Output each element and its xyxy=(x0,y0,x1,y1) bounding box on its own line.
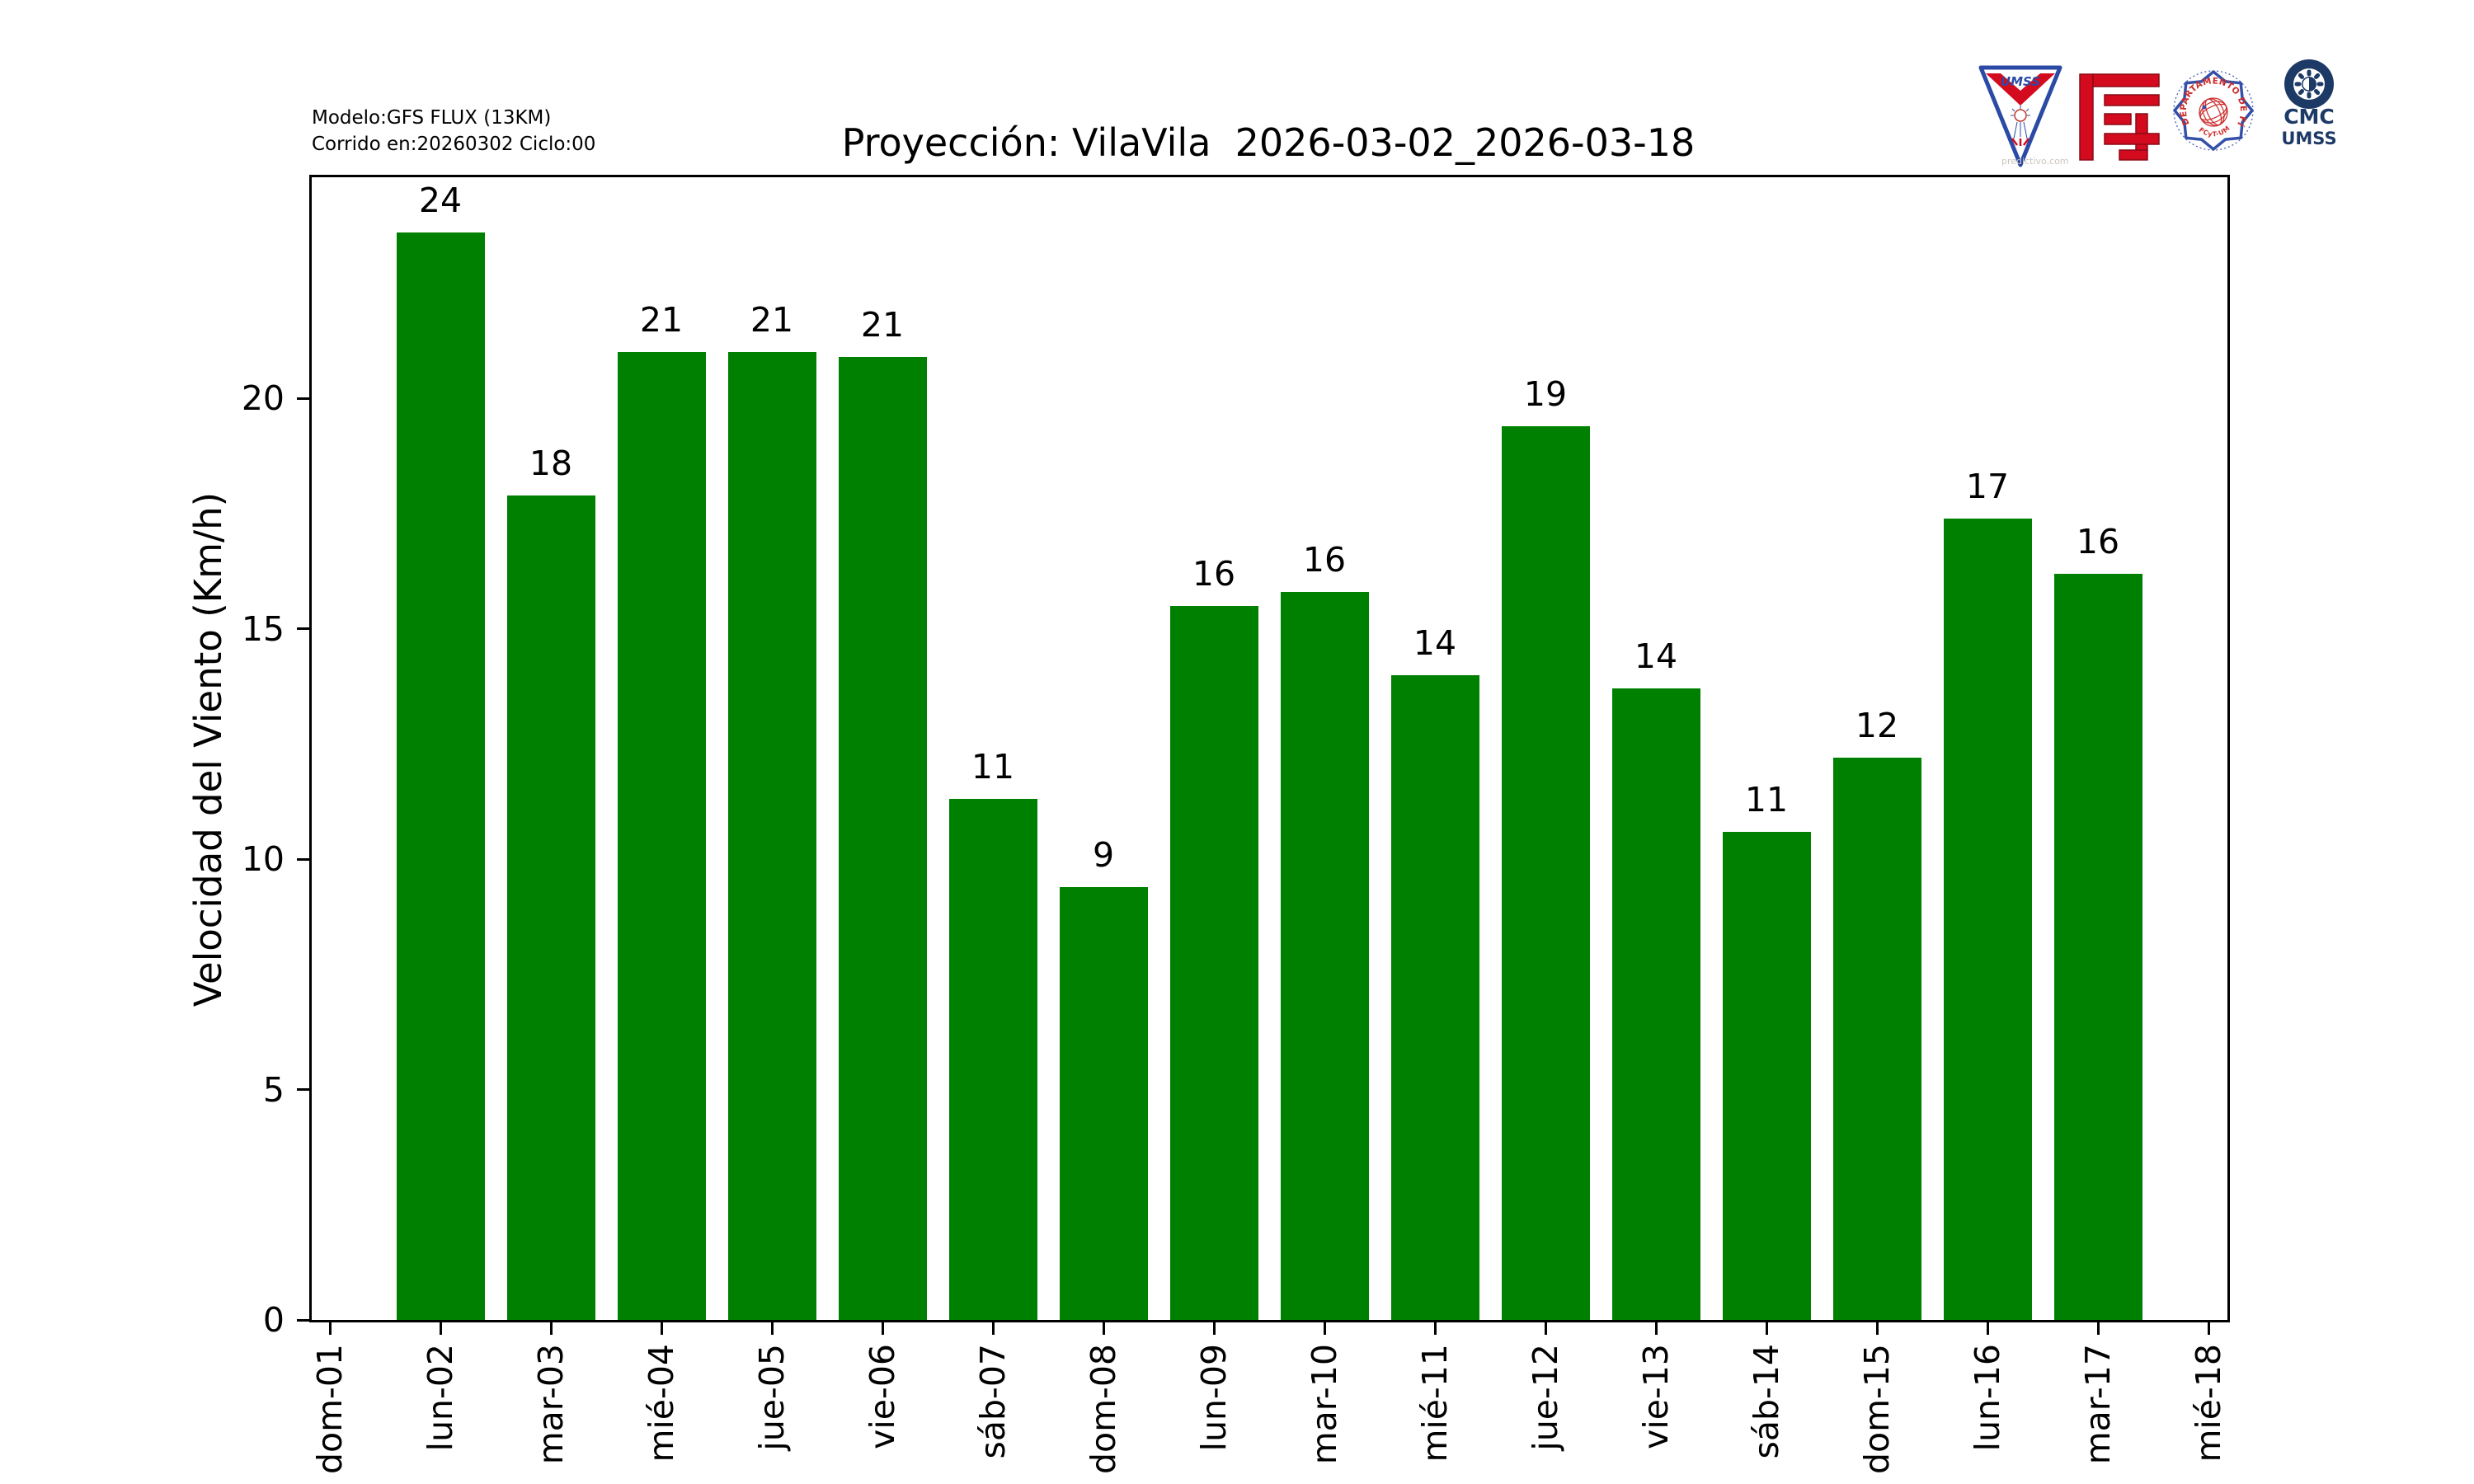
bar-value-label: 14 xyxy=(1413,622,1457,663)
y-tick-mark xyxy=(297,397,309,400)
y-tick-label: 0 xyxy=(262,1300,285,1340)
bar-mié-04 xyxy=(617,352,706,1320)
bar-value-label: 11 xyxy=(971,747,1015,787)
x-tick-label: dom-01 xyxy=(310,1344,350,1475)
bar-value-label: 19 xyxy=(1523,373,1568,414)
y-tick-mark xyxy=(297,1088,309,1092)
x-tick-mark xyxy=(1433,1322,1437,1335)
x-tick-label: jue-05 xyxy=(752,1344,792,1451)
cmc-logo-line2: UMSS xyxy=(2281,129,2336,148)
x-tick-mark xyxy=(991,1322,995,1335)
x-tick-mark xyxy=(2207,1322,2210,1335)
bar-jue-05 xyxy=(727,352,816,1320)
bar-value-label: 9 xyxy=(1092,834,1115,875)
umss-shield-logo: UMSS xyxy=(1978,65,2062,167)
bar-dom-15 xyxy=(1832,758,1921,1320)
y-tick-mark xyxy=(297,857,309,861)
bar-sáb-07 xyxy=(948,799,1037,1320)
bar-vie-13 xyxy=(1611,688,1700,1320)
x-tick-label: lun-09 xyxy=(1194,1344,1234,1452)
bar-mar-17 xyxy=(2053,573,2142,1320)
x-tick-label: mar-03 xyxy=(531,1344,571,1465)
bar-vie-06 xyxy=(838,356,927,1320)
x-tick-mark xyxy=(1654,1322,1658,1335)
x-tick-mark xyxy=(1212,1322,1216,1335)
bar-value-label: 12 xyxy=(1855,706,1899,746)
x-tick-label: mar-17 xyxy=(2078,1344,2118,1465)
bar-mié-11 xyxy=(1390,674,1479,1320)
x-tick-label: jue-12 xyxy=(1526,1344,1565,1451)
x-tick-mark xyxy=(1986,1322,1989,1335)
physics-department-stamp-logo: DEPARTAMENTO DE FÍSICA FCyT-UMSS xyxy=(2169,46,2254,151)
y-tick-mark xyxy=(297,627,309,631)
y-tick-label: 5 xyxy=(262,1069,285,1110)
y-tick-mark xyxy=(297,1318,309,1322)
x-tick-mark xyxy=(2096,1322,2100,1335)
x-tick-mark xyxy=(1875,1322,1879,1335)
x-tick-mark xyxy=(660,1322,663,1335)
cmc-logo: CMC UMSS xyxy=(2281,59,2337,148)
x-tick-label: mié-04 xyxy=(642,1344,681,1463)
x-tick-mark xyxy=(1102,1322,1105,1335)
y-axis-label: Velocidad del Viento (Km/h) xyxy=(186,491,230,1007)
chart-title: Proyección: VilaVila 2026-03-02_2026-03-… xyxy=(841,120,1696,165)
x-tick-label: mié-11 xyxy=(1415,1344,1455,1463)
bar-mar-10 xyxy=(1280,591,1369,1320)
x-tick-mark xyxy=(1544,1322,1547,1335)
cmc-gear-icon xyxy=(2294,69,2324,99)
bar-value-label: 18 xyxy=(529,443,573,483)
x-tick-mark xyxy=(770,1322,774,1335)
x-tick-mark xyxy=(1765,1322,1768,1335)
cmc-logo-line1: CMC xyxy=(2284,105,2335,129)
bar-value-label: 16 xyxy=(2076,521,2120,561)
x-tick-label: dom-08 xyxy=(1084,1344,1123,1475)
bar-value-label: 14 xyxy=(1634,636,1678,677)
plot-area xyxy=(309,175,2230,1322)
bar-value-label: 11 xyxy=(1744,779,1789,819)
bar-lun-16 xyxy=(1943,518,2032,1320)
x-tick-mark xyxy=(549,1322,553,1335)
x-tick-label: mié-18 xyxy=(2189,1344,2228,1463)
bar-lun-09 xyxy=(1169,605,1258,1320)
bar-sáb-14 xyxy=(1722,831,1811,1320)
bar-value-label: 24 xyxy=(418,181,463,221)
bar-value-label: 17 xyxy=(1965,466,2010,506)
x-tick-mark xyxy=(881,1322,884,1335)
watermark-text: predictivo.com xyxy=(2001,156,2069,167)
bar-mar-03 xyxy=(506,495,595,1320)
x-tick-label: sáb-07 xyxy=(973,1344,1013,1459)
bar-value-label: 16 xyxy=(1302,539,1347,580)
x-tick-label: lun-16 xyxy=(1968,1344,2007,1452)
stamp-globe-icon xyxy=(2199,97,2228,127)
x-tick-label: lun-02 xyxy=(421,1344,460,1452)
x-tick-label: sáb-14 xyxy=(1747,1344,1786,1459)
x-tick-mark xyxy=(328,1322,332,1335)
bar-value-label: 21 xyxy=(639,300,684,340)
x-tick-mark xyxy=(1323,1322,1326,1335)
bar-value-label: 21 xyxy=(750,300,794,340)
x-tick-label: vie-13 xyxy=(1636,1344,1676,1449)
x-tick-label: dom-15 xyxy=(1857,1344,1897,1475)
x-tick-label: mar-10 xyxy=(1305,1344,1344,1465)
x-tick-mark xyxy=(439,1322,442,1335)
bar-lun-02 xyxy=(396,232,485,1320)
model-name-text: Modelo:GFS FLUX (13KM) xyxy=(312,107,552,129)
bar-jue-12 xyxy=(1501,425,1590,1320)
umss-logo-text: UMSS xyxy=(2001,74,2040,89)
y-tick-label: 10 xyxy=(241,839,285,880)
model-run-text: Corrido en:20260302 Ciclo:00 xyxy=(312,134,596,155)
y-tick-label: 15 xyxy=(241,608,285,649)
bar-value-label: 16 xyxy=(1192,553,1236,594)
fcyt-logo xyxy=(2079,73,2160,161)
bar-dom-08 xyxy=(1059,886,1148,1320)
x-tick-label: vie-06 xyxy=(863,1344,902,1449)
bar-value-label: 21 xyxy=(860,304,905,345)
y-tick-label: 20 xyxy=(241,378,285,419)
